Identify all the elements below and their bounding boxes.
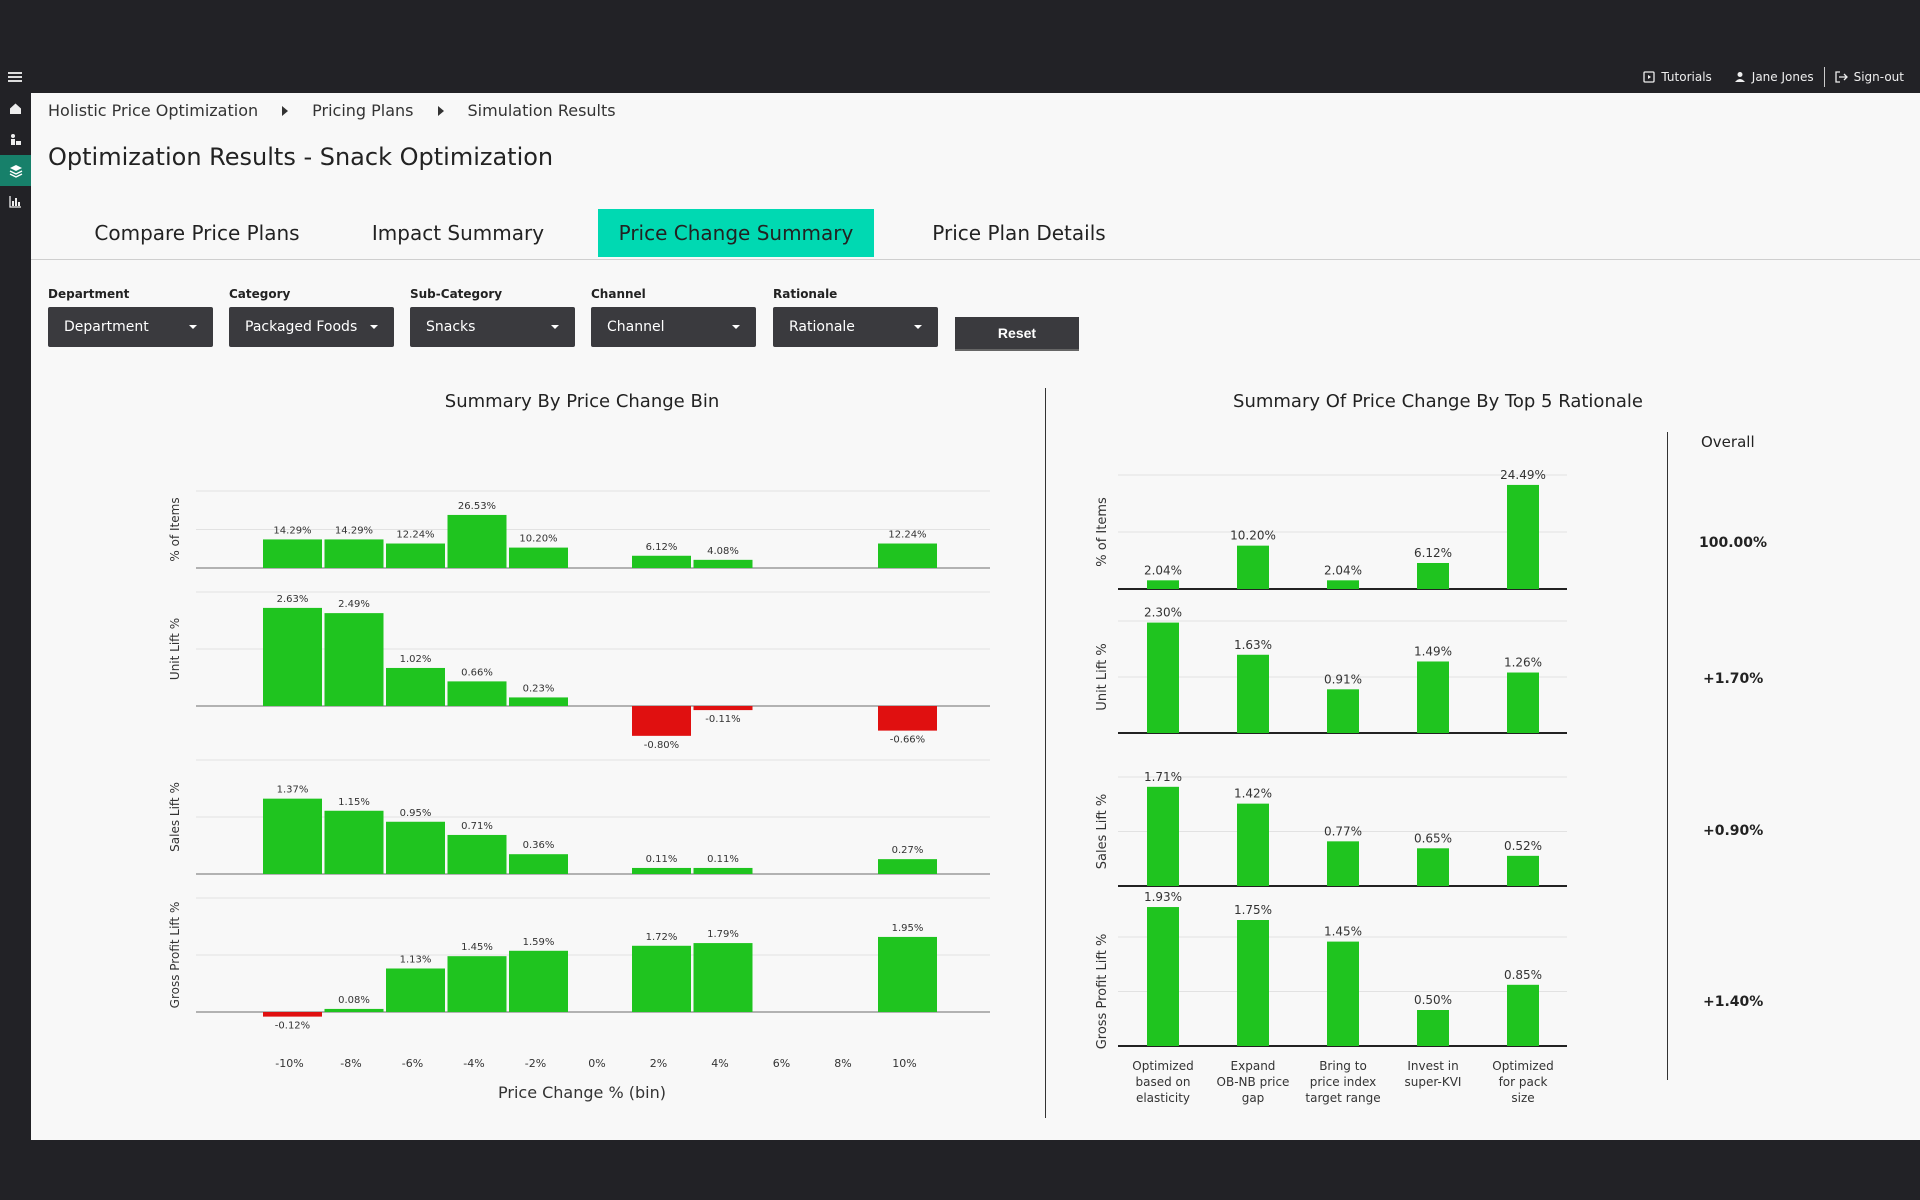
chevron-down-icon bbox=[551, 325, 559, 329]
topbar-divider bbox=[1823, 66, 1825, 87]
filter-rationale: Rationale Rationale bbox=[773, 287, 938, 347]
chevron-right-icon bbox=[282, 105, 289, 116]
top-bar: Tutorials Jane Jones Sign-out bbox=[0, 60, 1920, 93]
user-name: Jane Jones bbox=[1751, 69, 1814, 84]
rationale-dropdown[interactable]: Rationale bbox=[773, 307, 938, 347]
filter-label-rationale: Rationale bbox=[773, 287, 838, 301]
sidebar-item-analytics[interactable] bbox=[0, 186, 31, 217]
department-dropdown[interactable]: Department bbox=[48, 307, 213, 347]
filter-category: Category Packaged Foods bbox=[229, 287, 394, 347]
sidebar-item-users[interactable] bbox=[0, 124, 31, 155]
rationale-value: Rationale bbox=[789, 319, 855, 335]
chevron-down-icon bbox=[732, 325, 740, 329]
tab-impact-summary[interactable]: Impact Summary bbox=[371, 221, 545, 245]
overall-heading: Overall bbox=[1701, 433, 1755, 451]
overall-value-sales-lift: +0.90% bbox=[1703, 823, 1764, 839]
chevron-down-icon bbox=[189, 325, 197, 329]
tutorials-icon bbox=[1643, 70, 1656, 83]
filter-label-sub-category: Sub-Category bbox=[410, 287, 503, 301]
tutorials-link[interactable]: Tutorials bbox=[1643, 69, 1712, 84]
tab-bar: Compare Price Plans Impact Summary Price… bbox=[31, 209, 1920, 260]
overall-value-unit-lift: +1.70% bbox=[1703, 671, 1764, 687]
sidebar-item-home[interactable] bbox=[0, 93, 31, 124]
chart-divider bbox=[1045, 388, 1046, 1118]
user-menu[interactable]: Jane Jones bbox=[1734, 70, 1814, 84]
left-chart-title: Summary By Price Change Bin bbox=[444, 391, 720, 412]
overall-value-items: 100.00% bbox=[1699, 535, 1768, 551]
home-icon bbox=[10, 103, 21, 114]
filter-label-department: Department bbox=[48, 287, 130, 301]
department-value: Department bbox=[64, 319, 149, 335]
filter-department: Department Department bbox=[48, 287, 213, 347]
tab-price-change-summary[interactable]: Price Change Summary bbox=[598, 209, 874, 257]
filter-sub-category: Sub-Category Snacks bbox=[410, 287, 575, 347]
chevron-right-icon bbox=[437, 105, 444, 116]
right-chart-title: Summary Of Price Change By Top 5 Rationa… bbox=[1233, 391, 1643, 412]
chevron-down-icon bbox=[370, 325, 378, 329]
channel-value: Channel bbox=[607, 319, 665, 335]
chevron-down-icon bbox=[914, 325, 922, 329]
sidebar-item-layers[interactable] bbox=[0, 155, 31, 186]
category-dropdown[interactable]: Packaged Foods bbox=[229, 307, 394, 347]
overall-divider bbox=[1667, 432, 1668, 1080]
tab-compare-price-plans[interactable]: Compare Price Plans bbox=[94, 221, 300, 245]
filter-label-category: Category bbox=[229, 287, 291, 301]
tutorials-label: Tutorials bbox=[1661, 69, 1712, 84]
filter-label-channel: Channel bbox=[591, 287, 646, 301]
signout-icon bbox=[1834, 70, 1848, 83]
breadcrumb-item-pricing-plans[interactable]: Pricing Plans bbox=[312, 101, 414, 120]
signout-link[interactable]: Sign-out bbox=[1834, 69, 1904, 84]
breadcrumb: Holistic Price Optimization Pricing Plan… bbox=[48, 101, 616, 120]
tab-price-plan-details[interactable]: Price Plan Details bbox=[932, 221, 1106, 245]
reset-button[interactable]: Reset bbox=[955, 317, 1079, 351]
overall-value-gross-profit-lift: +1.40% bbox=[1703, 994, 1764, 1010]
signout-label: Sign-out bbox=[1853, 69, 1904, 84]
bar-chart-icon bbox=[9, 196, 21, 208]
channel-dropdown[interactable]: Channel bbox=[591, 307, 756, 347]
breadcrumb-item-simulation-results: Simulation Results bbox=[467, 101, 616, 120]
page-title: Optimization Results - Snack Optimizatio… bbox=[48, 143, 554, 171]
sidebar bbox=[0, 93, 31, 1140]
main-content: Holistic Price Optimization Pricing Plan… bbox=[31, 93, 1920, 1140]
users-icon bbox=[11, 134, 21, 145]
sub-category-dropdown[interactable]: Snacks bbox=[410, 307, 575, 347]
user-icon bbox=[1734, 71, 1745, 82]
layers-icon bbox=[9, 164, 22, 178]
hamburger-menu-icon[interactable] bbox=[8, 70, 22, 84]
filter-channel: Channel Channel bbox=[591, 287, 756, 347]
breadcrumb-item-holistic-price-optimization[interactable]: Holistic Price Optimization bbox=[48, 101, 259, 120]
category-value: Packaged Foods bbox=[245, 319, 358, 335]
sub-category-value: Snacks bbox=[426, 319, 476, 335]
